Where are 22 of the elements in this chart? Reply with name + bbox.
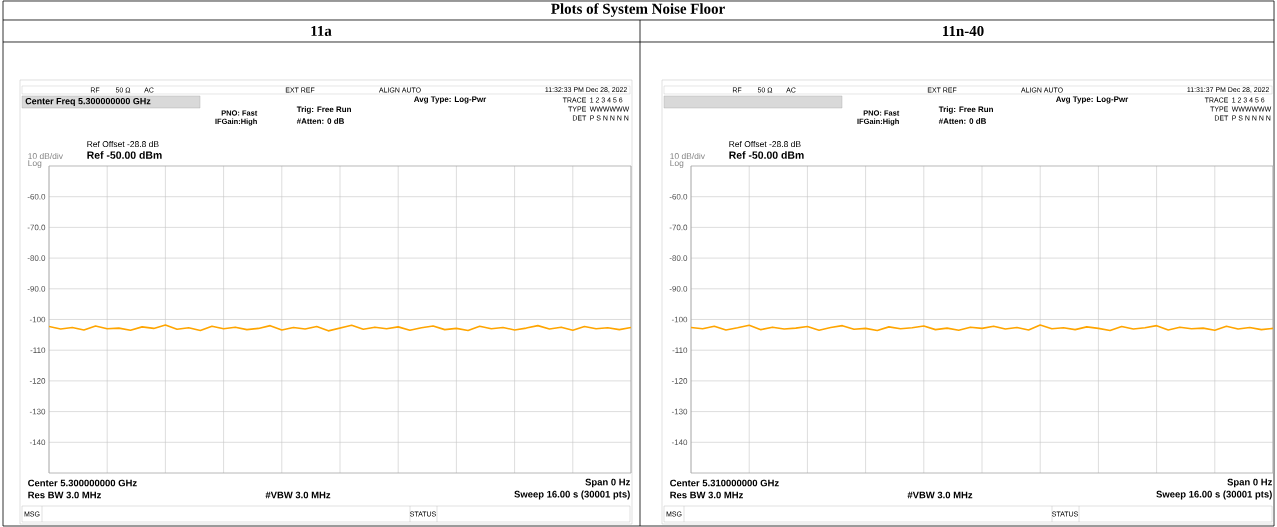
text: Log (670, 160, 684, 168)
text: Span 0 Hz (1227, 478, 1272, 488)
text: Span 0 Hz (585, 478, 630, 488)
text: Center 5.300000000 GHz (28, 479, 137, 487)
text: Ref -50.00 dBm (729, 151, 804, 159)
text: Ref -50.00 dBm (87, 151, 162, 159)
text: Plots of System Noise Floor (551, 3, 725, 17)
text: Log (28, 160, 42, 168)
text: 10 dB/div (28, 152, 63, 160)
text: Ref Offset -28.8 dB (729, 140, 801, 148)
text: Res BW 3.0 MHz (28, 491, 101, 499)
text: Ref Offset -28.8 dB (87, 140, 159, 148)
text: #VBW 3.0 MHz (907, 491, 973, 499)
chart-title: 11a (311, 25, 332, 36)
chart-subtitle: Center Freq 5.300000000 GHz (25, 97, 151, 107)
text: Sweep 16.00 s (30001 pts) (1156, 490, 1272, 500)
chart-title: 11n-40 (943, 25, 984, 37)
text: Center 5.310000000 GHz (670, 479, 779, 487)
text: #VBW 3.0 MHz (265, 491, 331, 499)
text: 10 dB/div (670, 152, 705, 160)
text: Res BW 3.0 MHz (670, 491, 743, 499)
text: Sweep 16.00 s (30001 pts) (514, 490, 630, 500)
